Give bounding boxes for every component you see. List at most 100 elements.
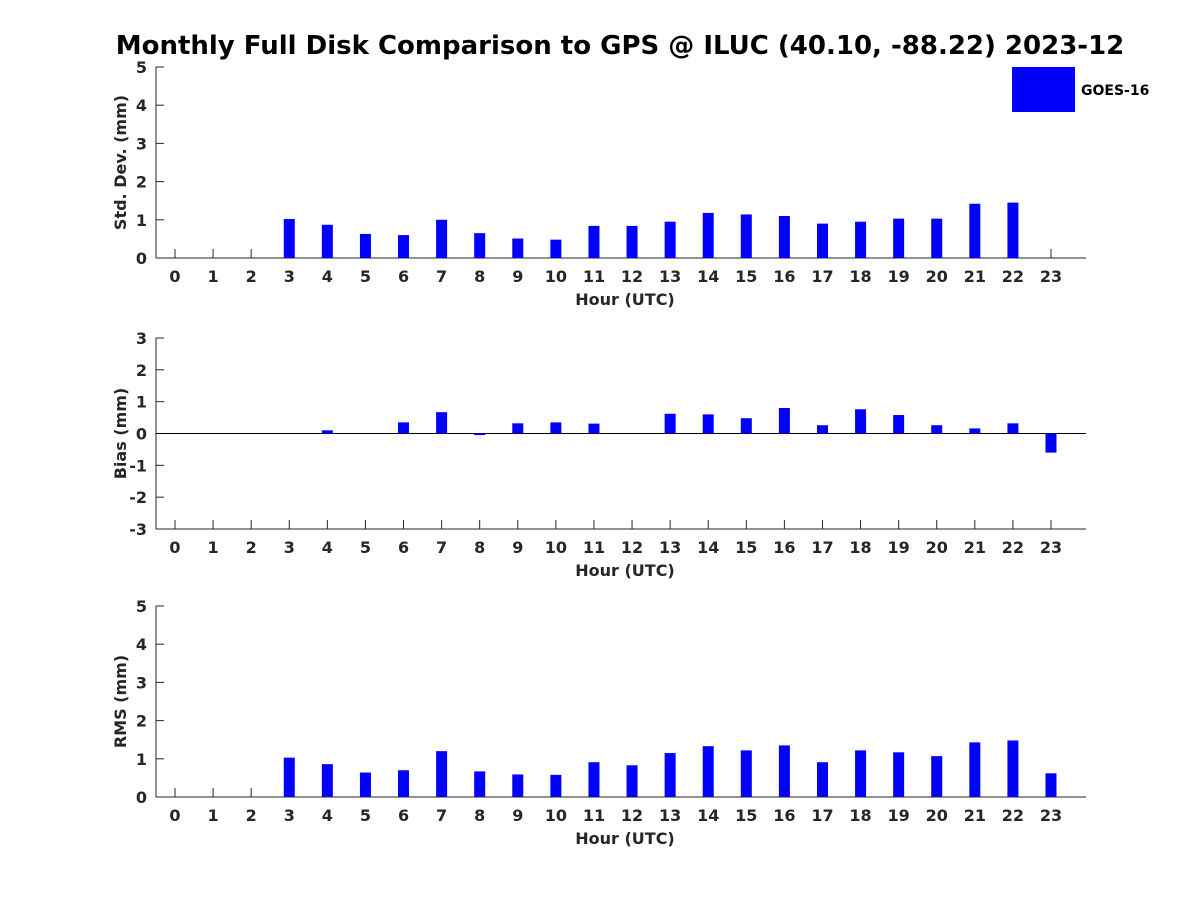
- bar-hour-8: [474, 433, 486, 436]
- bar-hour-3: [283, 219, 295, 258]
- bar-hour-6: [398, 235, 410, 258]
- bar-hour-9: [512, 774, 524, 797]
- bar-hour-12: [626, 765, 638, 797]
- y-tick-label: 1: [136, 750, 147, 769]
- x-tick-label: 22: [1002, 267, 1024, 286]
- x-tick-label: 21: [964, 806, 986, 825]
- x-tick-label: 6: [398, 538, 409, 557]
- x-tick-label: 2: [246, 267, 257, 286]
- x-tick-label: 6: [398, 267, 409, 286]
- x-tick-label: 1: [208, 267, 219, 286]
- y-tick-label: 5: [136, 597, 147, 616]
- bar-hour-4: [321, 224, 333, 258]
- bar-hour-22: [1007, 202, 1019, 258]
- x-tick-label: 22: [1002, 538, 1024, 557]
- y-tick-label: 0: [136, 249, 147, 268]
- bar-hour-13: [664, 753, 676, 797]
- x-tick-label: 11: [583, 538, 605, 557]
- bar-hour-4: [321, 764, 333, 797]
- x-tick-label: 1: [208, 538, 219, 557]
- x-tick-label: 21: [964, 267, 986, 286]
- y-tick-label: 5: [136, 58, 147, 77]
- x-tick-label: 12: [621, 267, 643, 286]
- bar-hour-11: [588, 423, 600, 434]
- bar-hour-10: [550, 239, 562, 258]
- x-axis-label: Hour (UTC): [575, 290, 675, 309]
- x-tick-label: 0: [169, 806, 180, 825]
- x-tick-label: 18: [849, 538, 871, 557]
- x-tick-label: 5: [360, 267, 371, 286]
- bar-hour-7: [436, 219, 448, 258]
- y-tick-label: 4: [136, 96, 147, 115]
- x-tick-label: 19: [888, 806, 910, 825]
- legend: GOES-16: [1012, 67, 1149, 112]
- x-tick-label: 3: [284, 538, 295, 557]
- x-tick-label: 20: [926, 267, 948, 286]
- bar-hour-15: [740, 750, 752, 797]
- x-tick-label: 12: [621, 806, 643, 825]
- y-tick-label: 2: [136, 361, 147, 380]
- bar-hour-18: [855, 409, 867, 434]
- bar-hour-15: [740, 418, 752, 434]
- y-tick-label: 1: [136, 211, 147, 230]
- bar-hour-18: [855, 221, 867, 258]
- y-tick-label: 0: [136, 425, 147, 444]
- x-tick-label: 14: [697, 267, 719, 286]
- x-tick-label: 0: [169, 538, 180, 557]
- x-tick-label: 13: [659, 267, 681, 286]
- bar-hour-15: [740, 214, 752, 258]
- bar-hour-21: [969, 428, 981, 434]
- legend-swatch: [1012, 67, 1075, 112]
- chart-title: Monthly Full Disk Comparison to GPS @ IL…: [116, 31, 1125, 61]
- y-axis-label: Bias (mm): [111, 388, 130, 480]
- bar-hour-22: [1007, 740, 1019, 797]
- x-tick-label: 13: [659, 806, 681, 825]
- x-tick-label: 21: [964, 538, 986, 557]
- x-tick-label: 19: [888, 538, 910, 557]
- x-tick-label: 7: [436, 806, 447, 825]
- x-tick-label: 13: [659, 538, 681, 557]
- y-tick-label: 1: [136, 393, 147, 412]
- bar-hour-17: [816, 223, 828, 258]
- bar-hour-9: [512, 238, 524, 258]
- y-tick-label: 3: [136, 329, 147, 348]
- x-tick-label: 15: [735, 538, 757, 557]
- x-tick-label: 23: [1040, 806, 1062, 825]
- bar-hour-13: [664, 413, 676, 434]
- bar-hour-5: [359, 772, 371, 797]
- bar-hour-21: [969, 203, 981, 258]
- bar-hour-11: [588, 225, 600, 258]
- bar-hour-7: [436, 751, 448, 797]
- x-tick-label: 16: [773, 806, 795, 825]
- bar-hour-19: [893, 415, 905, 434]
- x-tick-label: 9: [512, 267, 523, 286]
- x-tick-label: 9: [512, 806, 523, 825]
- legend-label: GOES-16: [1081, 83, 1149, 99]
- bar-hour-4: [321, 430, 333, 434]
- bar-hour-17: [816, 425, 828, 434]
- x-tick-label: 14: [697, 538, 719, 557]
- x-tick-label: 19: [888, 267, 910, 286]
- y-tick-label: 4: [136, 635, 147, 654]
- x-tick-label: 20: [926, 538, 948, 557]
- x-tick-label: 23: [1040, 267, 1062, 286]
- x-tick-label: 17: [811, 267, 833, 286]
- x-tick-label: 17: [811, 806, 833, 825]
- bar-hour-14: [702, 414, 714, 434]
- y-tick-label: -1: [129, 456, 147, 475]
- x-tick-label: 10: [545, 267, 567, 286]
- bar-hour-9: [512, 423, 524, 434]
- x-tick-label: 5: [360, 806, 371, 825]
- x-tick-label: 12: [621, 538, 643, 557]
- bar-hour-20: [931, 218, 943, 258]
- bar-hour-22: [1007, 423, 1019, 434]
- x-tick-label: 8: [474, 267, 485, 286]
- y-axis-label: Std. Dev. (mm): [111, 95, 130, 230]
- x-tick-label: 18: [849, 806, 871, 825]
- x-tick-label: 2: [246, 538, 257, 557]
